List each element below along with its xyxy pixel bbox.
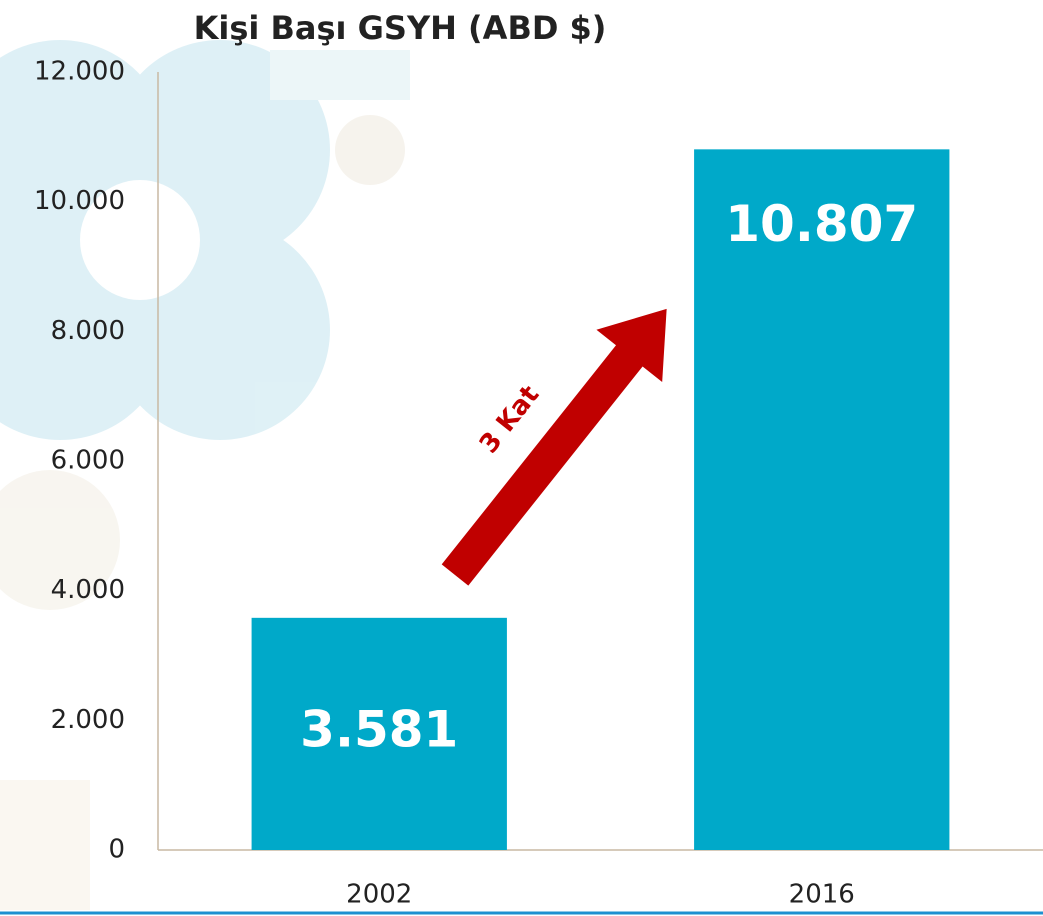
y-tick-label: 12.000 bbox=[34, 57, 125, 87]
y-tick-label: 4.000 bbox=[51, 575, 125, 605]
pattern-shape bbox=[270, 50, 410, 100]
x-tick-label: 2002 bbox=[346, 880, 412, 910]
bar bbox=[251, 617, 507, 850]
arrow-shape bbox=[441, 308, 667, 586]
annotation: 3 Kat bbox=[474, 380, 546, 459]
pattern-shape bbox=[80, 180, 200, 300]
pattern-shape bbox=[335, 115, 405, 185]
arrow bbox=[441, 308, 667, 586]
value-label: 10.807 bbox=[725, 195, 918, 253]
background-pattern bbox=[0, 40, 410, 910]
pattern-shape bbox=[0, 470, 120, 610]
y-tick-label: 0 bbox=[108, 835, 125, 865]
y-tick-label: 8.000 bbox=[51, 316, 125, 346]
x-tick-label: 2016 bbox=[789, 880, 855, 910]
y-tick-label: 2.000 bbox=[51, 705, 125, 735]
pattern-shape bbox=[0, 780, 90, 910]
y-tick-label: 6.000 bbox=[51, 446, 125, 476]
value-label: 3.581 bbox=[300, 701, 458, 759]
bar bbox=[694, 149, 950, 850]
y-tick-label: 10.000 bbox=[34, 186, 125, 216]
chart-title: Kişi Başı GSYH (ABD $) bbox=[194, 9, 607, 47]
